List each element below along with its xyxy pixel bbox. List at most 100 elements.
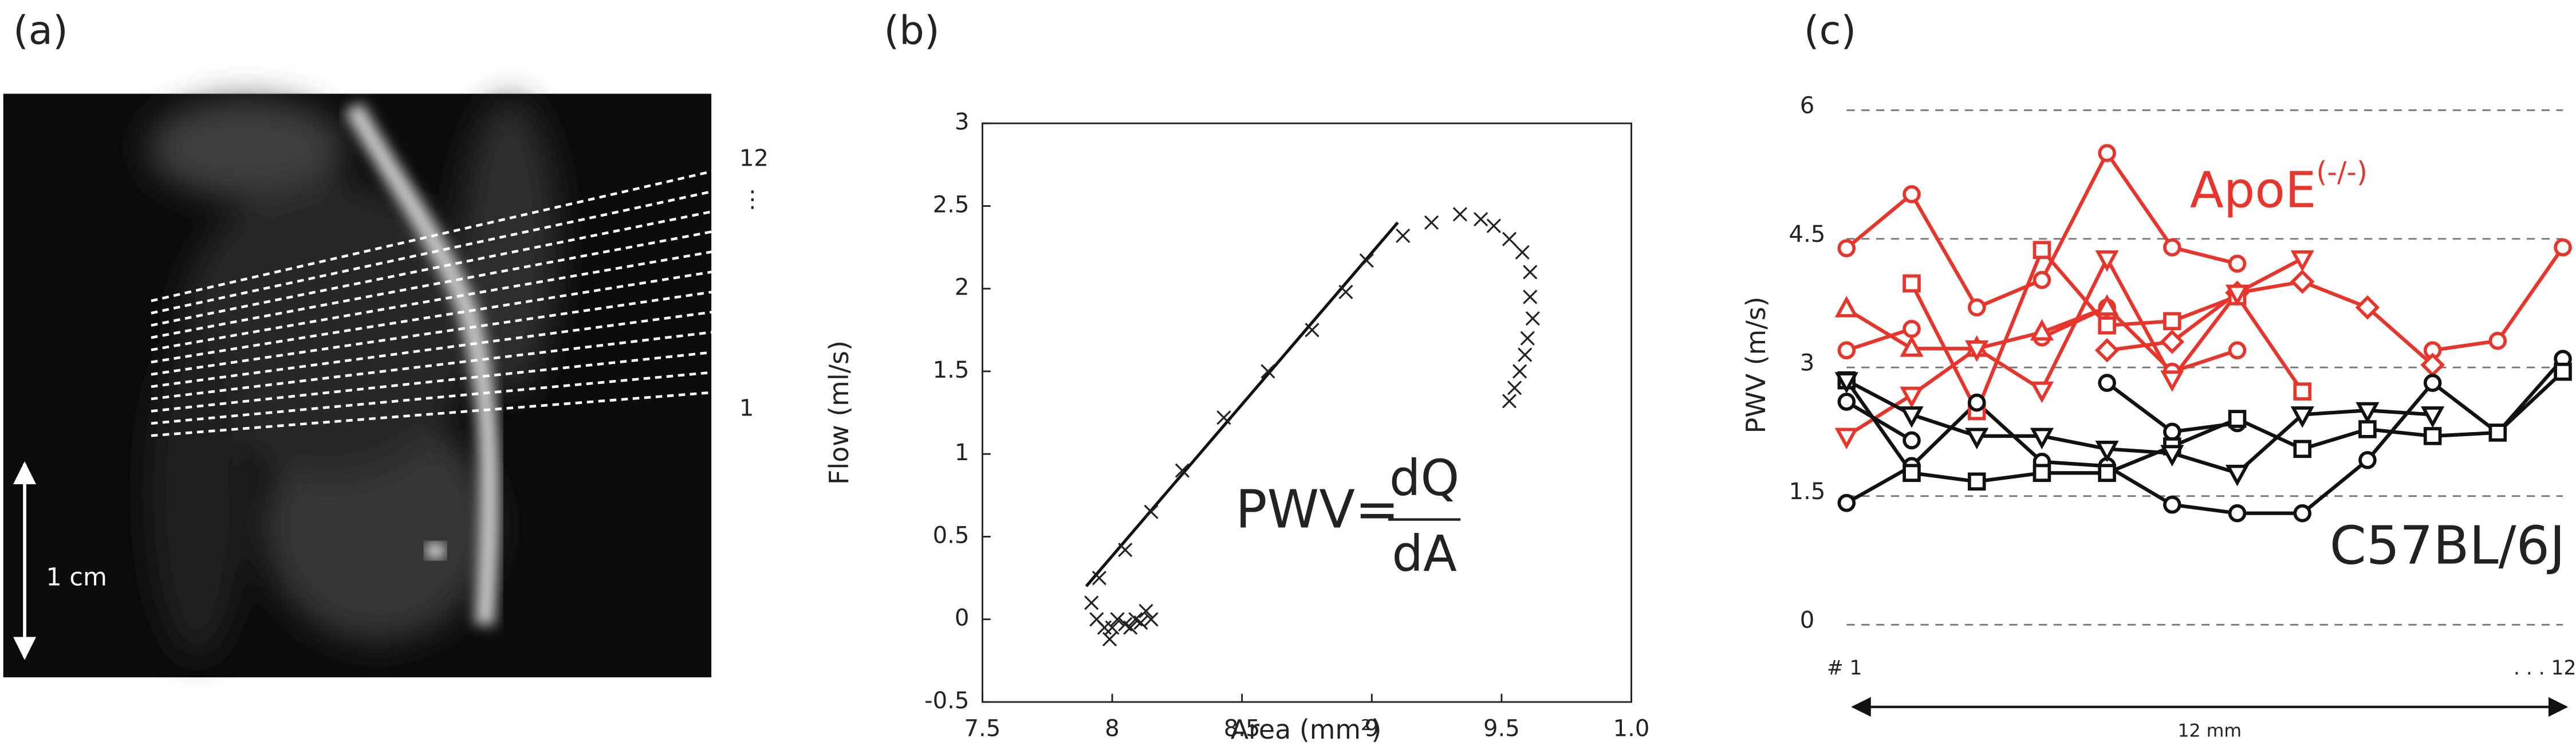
marker xyxy=(1837,393,1856,411)
data-point xyxy=(1396,228,1411,244)
marker xyxy=(2163,422,2181,441)
marker xyxy=(2358,451,2377,469)
data-point xyxy=(1144,612,1159,627)
y-tick-label: 0 xyxy=(1800,607,1815,633)
series-line xyxy=(1845,358,2565,515)
x-tick-label: 9 xyxy=(1365,716,1380,742)
data-point xyxy=(1515,245,1530,260)
data-point xyxy=(1502,232,1517,246)
marker xyxy=(2290,269,2315,294)
data-point xyxy=(1144,504,1159,519)
marker xyxy=(1965,428,1989,450)
x-axis-label: Area (mm²) xyxy=(1231,714,1382,745)
data-point xyxy=(1474,211,1488,227)
data-point xyxy=(1305,323,1319,338)
y-tick-label: 4.5 xyxy=(1789,221,1826,248)
marker xyxy=(2228,341,2247,360)
data-point xyxy=(1359,253,1374,268)
data-point xyxy=(1486,218,1501,233)
marker xyxy=(2293,382,2312,401)
slice-line xyxy=(151,288,728,376)
panel-label: (a) xyxy=(13,7,68,53)
marker xyxy=(2290,250,2314,272)
marker xyxy=(2030,381,2054,403)
extent-label: 12 mm xyxy=(2177,721,2242,742)
y-tick-label: 3 xyxy=(1800,350,1815,376)
marker xyxy=(1903,464,1921,483)
marker xyxy=(2293,440,2312,458)
data-point xyxy=(1133,615,1148,630)
y-tick-label: 2 xyxy=(955,274,970,301)
data-point xyxy=(1520,331,1535,346)
marker xyxy=(2554,238,2572,257)
slice-line xyxy=(151,268,728,364)
y-tick-label: 1.5 xyxy=(933,357,970,383)
group-label: ApoE(-/-) xyxy=(2190,156,2368,219)
mri-image xyxy=(3,93,712,677)
marker xyxy=(2356,402,2380,424)
data-point xyxy=(1507,381,1522,395)
marker xyxy=(2423,374,2442,392)
marker xyxy=(1834,296,1858,317)
marker xyxy=(2554,362,2572,381)
marker xyxy=(2098,316,2116,335)
x-tick-label: 8.5 xyxy=(1224,716,1261,742)
y-tick-label: 0 xyxy=(955,605,970,632)
y-tick-label: -0.5 xyxy=(924,688,969,714)
marker xyxy=(1834,428,1858,450)
marker xyxy=(2098,144,2116,162)
marker xyxy=(2033,464,2051,483)
marker xyxy=(1900,386,1924,409)
x-tick-label: 9.5 xyxy=(1483,716,1520,742)
data-point xyxy=(1523,289,1538,304)
slice-line xyxy=(151,308,728,389)
data-point xyxy=(1110,612,1125,627)
annotation: dQ xyxy=(1389,450,1459,507)
marker xyxy=(1834,372,1858,394)
slice-line xyxy=(151,207,728,327)
marker xyxy=(1903,320,1921,338)
marker xyxy=(1967,472,1986,491)
slice-label: 12 xyxy=(739,145,769,171)
marker xyxy=(2423,427,2442,445)
marker xyxy=(2095,294,2119,316)
marker xyxy=(2030,428,2054,450)
slice-line xyxy=(151,370,728,425)
marker xyxy=(1903,431,1921,450)
y-tick-label: 0.5 xyxy=(933,522,970,548)
y-axis-label: Flow (ml/s) xyxy=(824,340,854,485)
series-line xyxy=(1845,378,2433,475)
x-tick-label: 1.0 xyxy=(1613,716,1650,742)
marker xyxy=(2421,406,2445,428)
marker xyxy=(2163,495,2181,514)
x-tick-label: 8 xyxy=(1105,716,1120,742)
data-point xyxy=(1338,284,1353,300)
scale-bar-label: 1 cm xyxy=(46,563,107,591)
marker xyxy=(2098,464,2116,483)
slice-line xyxy=(151,329,728,401)
data-point xyxy=(1512,364,1527,379)
group-label-text: ApoE xyxy=(2190,162,2317,219)
data-point xyxy=(1118,542,1133,558)
data-point xyxy=(1139,603,1153,618)
marker xyxy=(2160,445,2184,467)
data-point xyxy=(1084,595,1099,610)
x-tick-label: . . . 12 xyxy=(2514,657,2576,680)
y-tick-label: 1.5 xyxy=(1789,479,1826,505)
marker xyxy=(2160,370,2184,392)
marker xyxy=(2488,332,2507,350)
marker xyxy=(2033,241,2051,259)
marker xyxy=(2293,504,2312,523)
y-tick-label: 2.5 xyxy=(933,191,970,218)
panel-label: (c) xyxy=(1804,7,1857,53)
marker xyxy=(1900,406,1924,428)
data-point xyxy=(1523,265,1538,280)
data-point xyxy=(1175,463,1190,478)
marker xyxy=(1967,298,1986,317)
marker xyxy=(1903,274,1921,293)
marker xyxy=(2033,270,2051,289)
marker xyxy=(2030,319,2054,341)
data-point xyxy=(1092,571,1106,586)
slice-line xyxy=(151,390,728,437)
